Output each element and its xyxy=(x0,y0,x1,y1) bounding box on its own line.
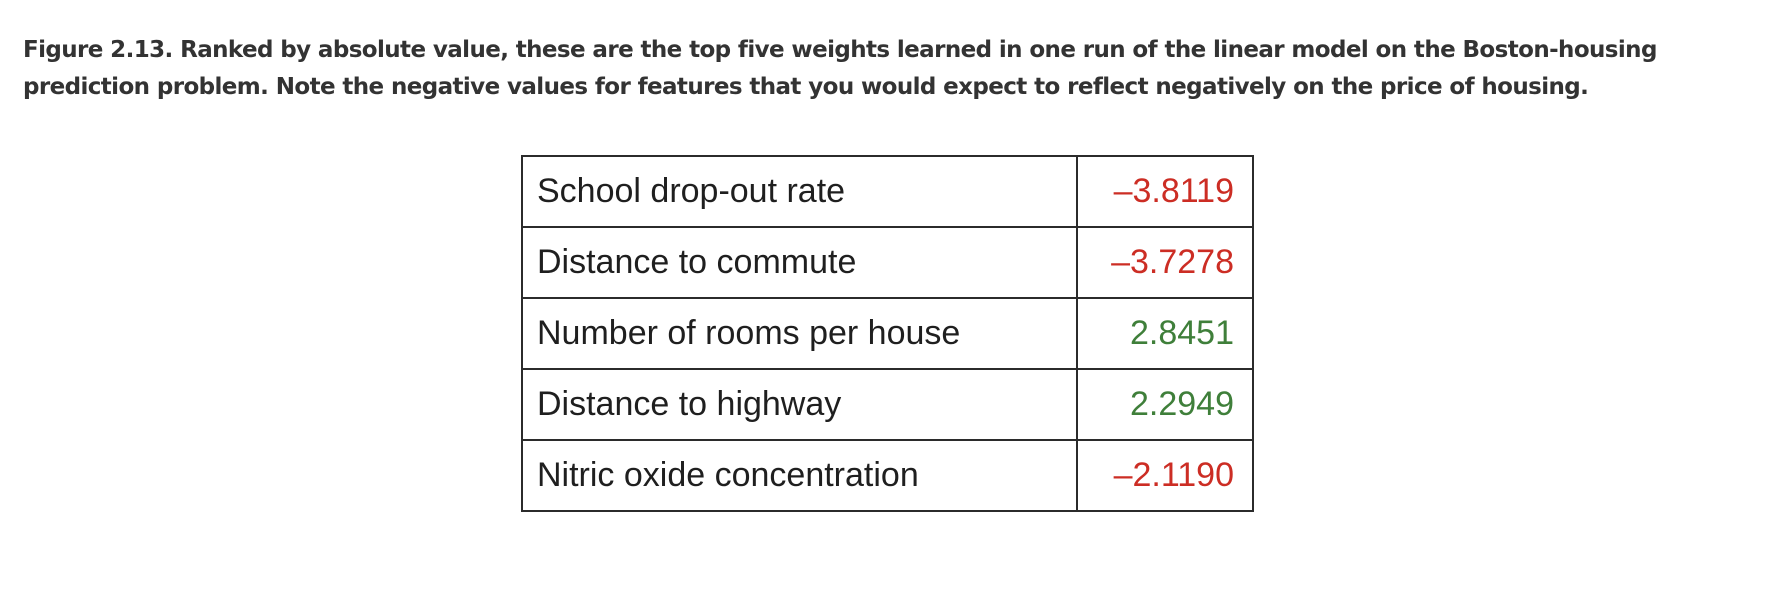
figure-caption-text: Ranked by absolute value, these are the … xyxy=(23,37,1657,100)
feature-name-cell: Nitric oxide concentration xyxy=(520,439,1079,512)
table-row: School drop-out rate –3.8119 xyxy=(520,155,1254,228)
weights-table-body: School drop-out rate –3.8119 Distance to c… xyxy=(520,155,1254,512)
negative-weight-value: –2.1190 xyxy=(1076,439,1254,512)
feature-name-cell: Distance to highway xyxy=(520,368,1079,441)
table-row: Distance to commute –3.7278 xyxy=(520,226,1254,299)
weights-table: School drop-out rate –3.8119 Distance to c… xyxy=(520,155,1254,512)
feature-name-cell: School drop-out rate xyxy=(520,155,1079,228)
table-row: Nitric oxide concentration –2.1190 xyxy=(520,439,1254,512)
feature-name-cell: Number of rooms per house xyxy=(520,297,1079,370)
table-row: Number of rooms per house 2.8451 xyxy=(520,297,1254,370)
figure-label: Figure 2.13. xyxy=(23,37,173,63)
positive-weight-value: 2.8451 xyxy=(1076,297,1254,370)
feature-name-cell: Distance to commute xyxy=(520,226,1079,299)
positive-weight-value: 2.2949 xyxy=(1076,368,1254,441)
figure-caption: Figure 2.13. Ranked by absolute value, t… xyxy=(23,32,1743,106)
negative-weight-value: –3.7278 xyxy=(1076,226,1254,299)
table-row: Distance to highway 2.2949 xyxy=(520,368,1254,441)
negative-weight-value: –3.8119 xyxy=(1076,155,1254,228)
